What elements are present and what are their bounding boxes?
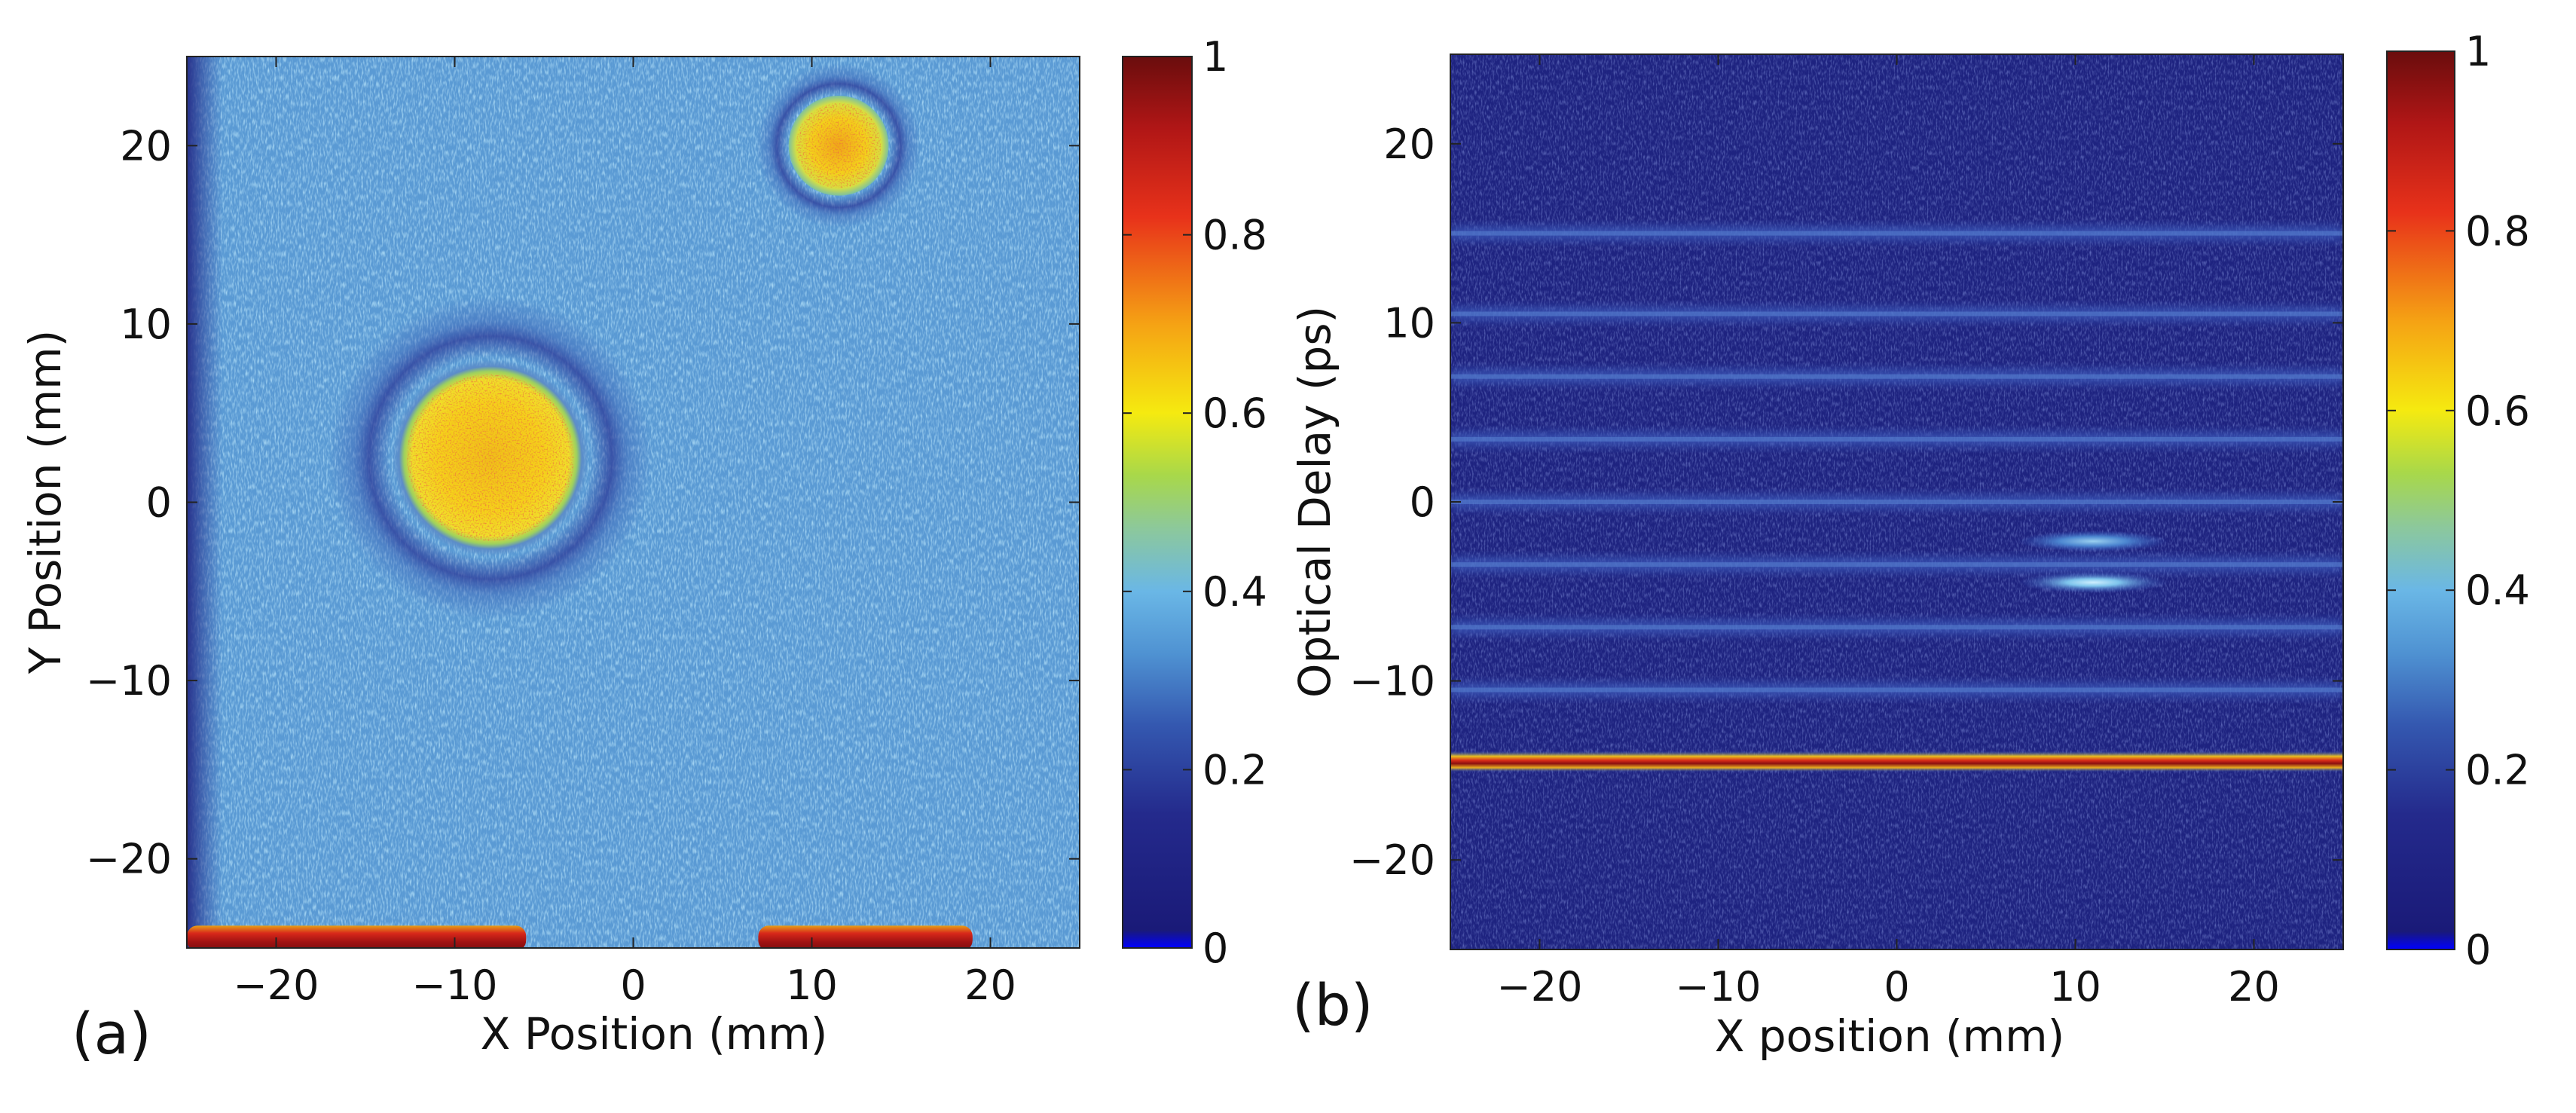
colorbar-tick-label: 0.4 [1202, 568, 1267, 616]
x-tick-label: −10 [412, 962, 498, 1009]
x-axis-label-a: X Position (mm) [481, 1008, 828, 1059]
stripe-core [1450, 374, 2343, 379]
x-tick-label: 10 [786, 962, 838, 1009]
x-ticks-a: −20 −10 0 10 20 [234, 57, 1016, 1009]
x-tick-label: −20 [1497, 963, 1583, 1011]
colorbar-tick-label: 0.2 [1202, 746, 1267, 793]
colorbar-tick-label: 1 [1202, 33, 1228, 81]
y-tick-label: 10 [1383, 299, 1435, 347]
stripe-core [1450, 625, 2343, 630]
colorbar-tick-label: 0 [1202, 925, 1228, 972]
colorbar-tick-label: 0 [2465, 926, 2491, 974]
y-tick-label: −10 [86, 657, 172, 705]
colorbar-tick-label: 0.8 [1202, 212, 1267, 259]
panel-label-b: (b) [1292, 971, 1374, 1038]
colorbar-tick-label: 0.8 [2465, 207, 2530, 255]
y-ticks-b: −20 −10 0 10 20 [1349, 121, 2343, 884]
colorbar-tick-label: 0.2 [2465, 747, 2530, 794]
y-tick-label: 20 [120, 122, 172, 170]
y-tick-label: −20 [86, 836, 172, 883]
y-ticks-a: −20 −10 0 10 20 [86, 122, 1080, 883]
small-disk-speckle [796, 102, 882, 188]
bottom-bar-left [187, 925, 527, 948]
colorbar-ticks-a: 0 0.2 0.4 0.6 0.8 1 [1123, 33, 1267, 972]
features-b [1450, 226, 2343, 772]
y-tick-label: −10 [1349, 658, 1435, 705]
colorbar-a [1122, 56, 1193, 949]
colorbar-tick-label: 0.6 [2465, 387, 2530, 435]
y-tick-label: 0 [1410, 479, 1435, 526]
x-tick-label: 20 [964, 962, 1016, 1009]
stripe-core [1450, 562, 2343, 567]
x-tick-label: −10 [1676, 963, 1762, 1011]
features-a [187, 57, 973, 948]
y-tick-label: 20 [1383, 121, 1435, 168]
hotspot [2018, 571, 2168, 593]
y-tick-label: −20 [1349, 836, 1435, 884]
y-axis-label-a: Y Position (mm) [20, 330, 71, 674]
colorbar-ticks-b: 0 0.2 0.4 0.6 0.8 1 [2387, 28, 2530, 974]
stripe-strong [1450, 751, 2343, 772]
x-tick-label: 10 [2049, 963, 2101, 1011]
y-tick-label: 0 [146, 479, 172, 527]
stripe-core [1450, 311, 2343, 316]
colorbar-tick-label: 0.6 [1202, 390, 1267, 437]
colorbar-b [2386, 50, 2455, 950]
x-ticks-b: −20 −10 0 10 20 [1497, 54, 2280, 1011]
stripe-core [1450, 500, 2343, 504]
stripe-core [1450, 231, 2343, 236]
hotspot [2018, 531, 2168, 552]
x-tick-label: 0 [620, 962, 646, 1009]
stripe-core [1450, 687, 2343, 693]
y-tick-label: 10 [120, 301, 172, 348]
stripe-core [1450, 436, 2343, 442]
x-tick-label: −20 [234, 962, 319, 1009]
colorbar-tick-label: 1 [2465, 28, 2491, 75]
x-axis-label-b: X position (mm) [1715, 1011, 2065, 1062]
x-tick-label: 0 [1884, 963, 1909, 1011]
x-tick-label: 20 [2228, 963, 2280, 1011]
bottom-bar-right [758, 925, 973, 948]
panel-label-a: (a) [72, 1000, 151, 1067]
colorbar-tick-label: 0.4 [2465, 567, 2530, 614]
large-disk-speckle [407, 374, 574, 542]
y-axis-label-b: Optical Delay (ps) [1289, 306, 1340, 698]
